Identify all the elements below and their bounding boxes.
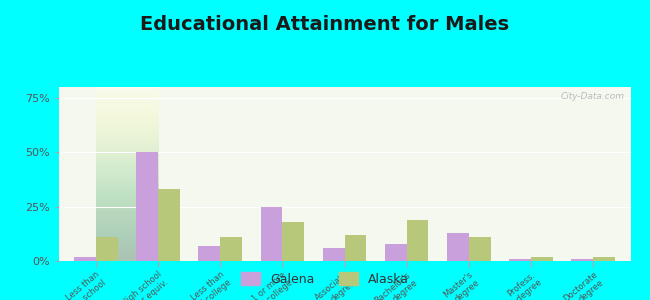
Bar [282, 222, 304, 261]
Text: Educational Attainment for Males: Educational Attainment for Males [140, 15, 510, 34]
Text: Bachelor's
degree: Bachelor's degree [373, 270, 419, 300]
Bar [136, 152, 158, 261]
Bar [261, 207, 282, 261]
Text: Less than
1 year of college: Less than 1 year of college [166, 270, 233, 300]
Bar [571, 259, 593, 261]
Bar [158, 189, 180, 261]
Legend: Galena, Alaska: Galena, Alaska [236, 267, 414, 291]
Text: Less than
high school: Less than high school [59, 270, 109, 300]
Bar [220, 237, 242, 261]
Text: Doctorate
degree: Doctorate degree [561, 270, 606, 300]
Bar [593, 256, 615, 261]
Text: City-Data.com: City-Data.com [561, 92, 625, 101]
Bar [74, 256, 96, 261]
Bar [323, 248, 345, 261]
Bar [469, 237, 491, 261]
Bar [509, 259, 531, 261]
Text: Master's
degree: Master's degree [442, 270, 481, 300]
Text: Associate
degree: Associate degree [314, 270, 357, 300]
Bar [447, 233, 469, 261]
Text: 1 or more
years of college: 1 or more years of college [231, 270, 295, 300]
Bar [531, 256, 552, 261]
Bar [344, 235, 366, 261]
Bar [385, 244, 407, 261]
Text: High school
or equiv.: High school or equiv. [120, 270, 170, 300]
Bar [407, 220, 428, 261]
Bar [96, 237, 118, 261]
Bar [198, 246, 220, 261]
Text: Profess.
school degree: Profess. school degree [486, 270, 543, 300]
